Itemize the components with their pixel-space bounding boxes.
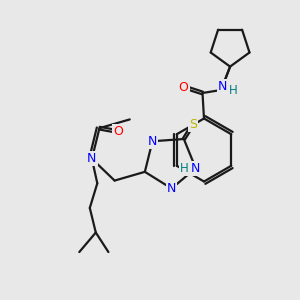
Text: N: N: [167, 182, 176, 195]
Text: O: O: [113, 125, 123, 138]
Text: S: S: [189, 118, 197, 131]
Text: N: N: [191, 162, 200, 175]
Text: O: O: [179, 81, 188, 94]
Text: N: N: [87, 152, 97, 165]
Text: N: N: [148, 135, 157, 148]
Text: H: H: [180, 162, 189, 175]
Text: N: N: [218, 80, 227, 93]
Text: H: H: [229, 83, 238, 97]
